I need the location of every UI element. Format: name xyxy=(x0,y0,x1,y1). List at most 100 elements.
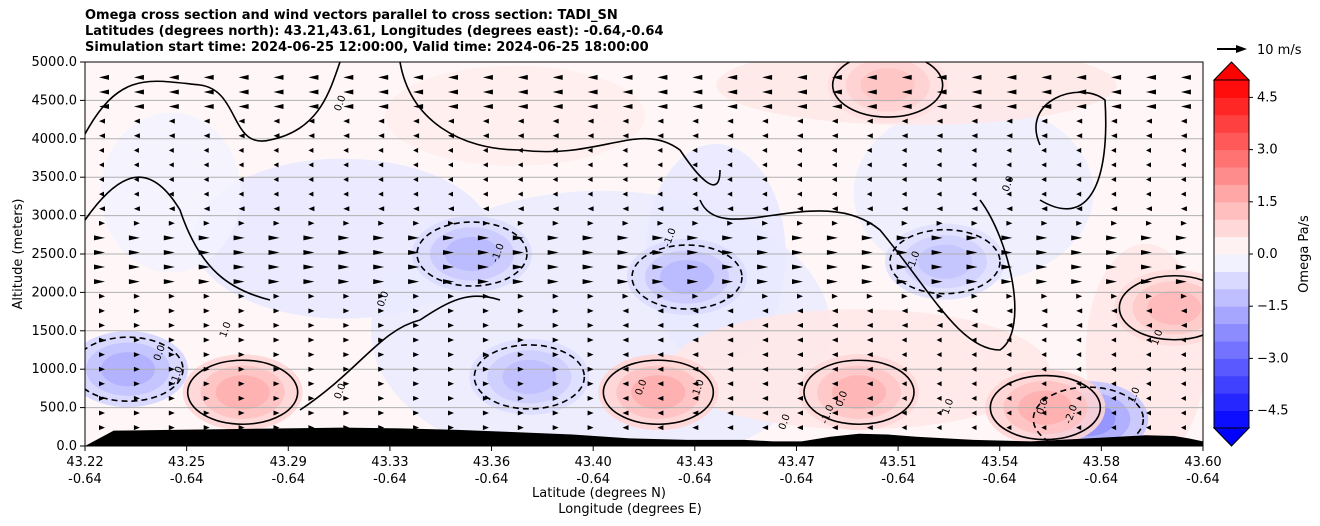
wind-vector-452 xyxy=(233,279,245,285)
wind-vector-423 xyxy=(338,264,350,270)
wind-vector-376 xyxy=(931,235,943,241)
omega-region-5 xyxy=(385,65,645,166)
contour-label-2: 1.0 xyxy=(218,321,234,340)
wind-vector-415 xyxy=(1175,249,1187,255)
wind-vector-184 xyxy=(936,147,942,153)
wind-vector-624 xyxy=(657,352,664,358)
omega-region-4 xyxy=(101,112,241,273)
wind-vector-509 xyxy=(1111,293,1118,299)
wind-vector-615 xyxy=(343,352,350,358)
wind-vector-23 xyxy=(901,74,912,80)
wind-vector-320 xyxy=(99,220,105,226)
wind-vector-261 xyxy=(273,191,279,197)
wind-vector-649 xyxy=(413,366,420,372)
wind-vector-282 xyxy=(1006,191,1012,197)
wind-vector-538 xyxy=(1006,308,1013,314)
wind-vector-426 xyxy=(443,264,454,270)
wind-vector-796 xyxy=(1076,425,1082,431)
wind-vector-689 xyxy=(692,381,699,387)
wind-vector-143 xyxy=(622,133,629,139)
wind-vector-638 xyxy=(1146,352,1151,358)
wind-vector-375 xyxy=(896,235,908,241)
wind-vector-108 xyxy=(517,118,524,124)
wind-vector-19 xyxy=(762,74,773,80)
wind-vector-445 xyxy=(1106,264,1118,270)
wind-vector-239 xyxy=(622,177,628,183)
wind-vector-107 xyxy=(482,118,489,124)
wind-vector-213 xyxy=(831,162,837,168)
colorbar-segment-18 xyxy=(1214,97,1249,116)
wind-vector-372 xyxy=(792,235,803,241)
wind-vector-205 xyxy=(552,162,558,168)
wind-vector-115 xyxy=(762,118,769,124)
wind-vector-268 xyxy=(517,191,523,197)
wind-vector-601 xyxy=(971,337,977,343)
wind-vector-739 xyxy=(203,410,210,416)
wind-vector-647 xyxy=(343,366,350,372)
wind-vector-778 xyxy=(448,425,454,431)
wind-vector-718 xyxy=(587,395,594,401)
wind-vector-251 xyxy=(1041,177,1047,183)
wind-vector-72 xyxy=(378,104,389,110)
wind-vector-298 xyxy=(448,206,454,212)
wind-vector-8 xyxy=(378,74,389,80)
wind-vector-722 xyxy=(727,395,734,401)
wind-vector-579 xyxy=(203,337,210,343)
wind-vector-86 xyxy=(866,104,877,110)
wind-vector-597 xyxy=(831,337,838,343)
wind-vector-516 xyxy=(238,308,245,314)
wind-vector-179 xyxy=(762,147,768,153)
wind-vector-710 xyxy=(308,395,315,401)
wind-vector-717 xyxy=(552,395,559,401)
wind-vector-747 xyxy=(482,410,489,416)
wind-vector-701 xyxy=(1111,381,1117,387)
wind-vector-474 xyxy=(1001,279,1013,285)
wind-vector-12 xyxy=(517,74,528,80)
colorbar-segment-2 xyxy=(1214,375,1249,394)
wind-vector-383 xyxy=(1175,235,1187,241)
wind-vector-595 xyxy=(762,337,769,343)
wind-vector-748 xyxy=(517,410,524,416)
wind-vector-218 xyxy=(1006,162,1012,168)
y-tick-label-4: 2000.0 xyxy=(32,285,78,300)
wind-vector-745 xyxy=(413,410,420,416)
wind-vector-430 xyxy=(582,264,594,270)
wind-vector-418 xyxy=(163,264,175,270)
wind-vector-682 xyxy=(448,381,454,387)
wind-vector-503 xyxy=(901,293,908,299)
wind-vector-73 xyxy=(413,104,424,110)
y-tick-label-1: 500.0 xyxy=(40,401,77,416)
wind-vector-336 xyxy=(657,220,664,226)
wind-vector-736 xyxy=(99,410,105,416)
wind-vector-67 xyxy=(203,104,214,110)
contour-label-17: 1.0 xyxy=(1127,386,1143,405)
wind-vector-42 xyxy=(448,89,458,95)
wind-vector-22 xyxy=(866,74,877,80)
wind-vector-180 xyxy=(797,147,802,153)
wind-vector-643 xyxy=(203,366,210,372)
wind-vector-338 xyxy=(727,220,734,226)
wind-vector-677 xyxy=(273,381,280,387)
wind-vector-30 xyxy=(1146,74,1156,80)
wind-vector-188 xyxy=(1076,147,1082,153)
wind-vector-566 xyxy=(866,322,873,328)
wind-vector-412 xyxy=(1071,249,1083,255)
wind-vector-741 xyxy=(273,410,280,416)
colorbar-segment-8 xyxy=(1214,271,1249,290)
wind-vector-194 xyxy=(168,162,174,168)
wind-vector-763 xyxy=(1041,410,1047,416)
colorbar-segment-4 xyxy=(1214,341,1249,359)
wind-vector-121 xyxy=(971,118,978,124)
wind-vector-266 xyxy=(448,191,453,197)
wind-vector-112 xyxy=(657,118,664,124)
y-tick-label-8: 4000.0 xyxy=(32,132,78,147)
wind-vector-132 xyxy=(238,133,245,139)
wind-vector-278 xyxy=(866,191,872,197)
wind-vector-724 xyxy=(797,395,803,401)
wind-vector-315 xyxy=(1041,206,1048,212)
wind-vector-489 xyxy=(413,293,420,299)
wind-vector-712 xyxy=(378,395,385,401)
wind-vector-134 xyxy=(308,133,315,139)
wind-vector-302 xyxy=(587,206,594,212)
